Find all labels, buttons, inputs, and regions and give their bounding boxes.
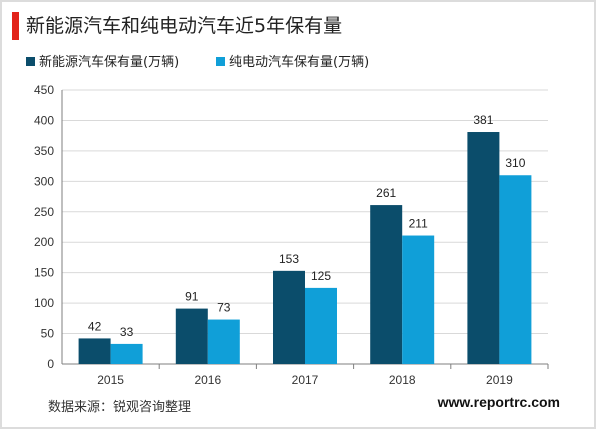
legend-label: 新能源汽车保有量(万辆): [39, 54, 179, 70]
bar-bev-2017: [305, 287, 337, 364]
legend: 新能源汽车保有量(万辆) 纯电动汽车保有量(万辆): [26, 54, 369, 70]
title-accent-bar: [12, 12, 19, 40]
y-tick-label: 250: [34, 205, 54, 219]
y-tick-label: 400: [34, 113, 54, 127]
y-tick-label: 100: [34, 296, 54, 310]
data-labels: 42 33 91 73 153 125 261 211 381 310: [88, 113, 526, 339]
bar-bev-2018: [402, 235, 435, 364]
y-tick-label: 300: [34, 174, 54, 188]
bar-nev-2019: [467, 132, 500, 364]
data-label: 211: [409, 217, 428, 231]
bar-nev-2018: [370, 205, 403, 364]
y-tick-label: 150: [34, 266, 54, 280]
data-label: 91: [185, 290, 199, 304]
data-label: 261: [376, 186, 396, 200]
y-tick-label: 50: [41, 327, 55, 341]
gridlines: [62, 89, 548, 335]
data-label: 381: [473, 113, 493, 127]
data-label: 73: [217, 301, 231, 315]
data-label: 33: [120, 325, 134, 339]
bar-nev-2015: [78, 338, 111, 364]
data-label: 42: [88, 319, 102, 333]
y-tick-label: 350: [34, 144, 54, 158]
bar-bev-2015: [110, 343, 143, 364]
axes: 0 50 100 150 200 250 300 350 400 450 2015 2016 2017 2…: [34, 83, 549, 387]
chart-title: 新能源汽车和纯电动汽车近5年保有量: [26, 15, 343, 37]
legend-swatch: [26, 57, 35, 66]
bar-nev-2017: [273, 270, 305, 364]
data-source-note: 数据来源：锐观咨询整理: [48, 400, 192, 415]
x-tick-label: 2016: [194, 373, 221, 387]
bar-nev-2016: [175, 308, 208, 364]
bars: [78, 132, 532, 364]
x-tick-label: 2015: [97, 373, 124, 387]
bar-bev-2019: [499, 175, 532, 364]
legend-label: 纯电动汽车保有量(万辆): [229, 54, 369, 70]
legend-swatch: [216, 57, 225, 66]
bar-bev-2016: [207, 319, 240, 364]
x-tick-label: 2017: [292, 373, 319, 387]
data-label: 310: [505, 156, 525, 170]
y-tick-label: 200: [34, 235, 54, 249]
y-tick-label: 450: [34, 83, 54, 97]
data-label: 153: [279, 252, 299, 266]
x-tick-label: 2019: [486, 373, 513, 387]
website-link[interactable]: www.reportrc.com: [437, 394, 560, 410]
x-tick-label: 2018: [389, 373, 416, 387]
y-tick-label: 0: [47, 357, 54, 371]
data-label: 125: [311, 269, 331, 283]
